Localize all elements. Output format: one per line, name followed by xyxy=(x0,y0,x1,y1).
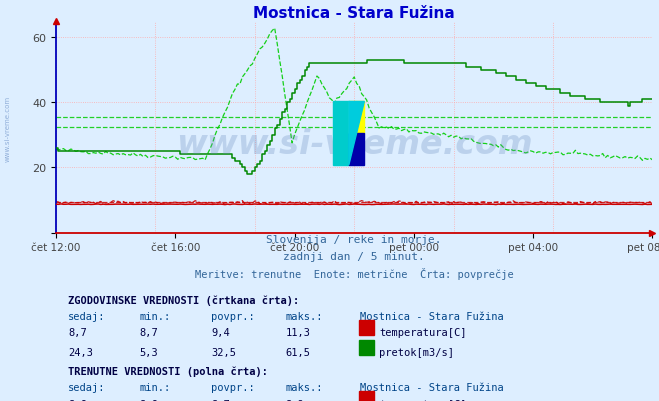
Text: sedaj:: sedaj: xyxy=(68,311,105,321)
Polygon shape xyxy=(349,102,364,166)
Text: www.si-vreme.com: www.si-vreme.com xyxy=(5,95,11,161)
Text: maks.:: maks.: xyxy=(285,311,323,321)
Text: 8,7: 8,7 xyxy=(211,399,230,401)
Text: 8,6: 8,6 xyxy=(68,399,87,401)
Bar xyxy=(349,102,364,134)
Bar xyxy=(333,102,349,166)
Text: 11,3: 11,3 xyxy=(285,328,310,338)
Text: min.:: min.: xyxy=(140,311,171,321)
Text: 9,4: 9,4 xyxy=(211,328,230,338)
Text: Slovenija / reke in morje.: Slovenija / reke in morje. xyxy=(266,235,442,245)
Text: Mostnica - Stara Fužina: Mostnica - Stara Fužina xyxy=(360,383,504,392)
Bar xyxy=(359,320,374,335)
Text: ZGODOVINSKE VREDNOSTI (črtkana črta):: ZGODOVINSKE VREDNOSTI (črtkana črta): xyxy=(68,294,299,305)
Text: 8,9: 8,9 xyxy=(285,399,304,401)
Text: 8,6: 8,6 xyxy=(140,399,158,401)
Text: pretok[m3/s]: pretok[m3/s] xyxy=(380,348,454,358)
Text: zadnji dan / 5 minut.: zadnji dan / 5 minut. xyxy=(283,251,425,261)
Text: maks.:: maks.: xyxy=(285,383,323,392)
Text: 32,5: 32,5 xyxy=(211,348,236,358)
Title: Mostnica - Stara Fužina: Mostnica - Stara Fužina xyxy=(253,6,455,21)
Text: 5,3: 5,3 xyxy=(140,348,158,358)
Text: povpr.:: povpr.: xyxy=(211,383,255,392)
Text: Mostnica - Stara Fužina: Mostnica - Stara Fužina xyxy=(360,311,504,321)
Text: min.:: min.: xyxy=(140,383,171,392)
Text: temperatura[C]: temperatura[C] xyxy=(380,328,467,338)
Bar xyxy=(359,391,374,401)
Bar xyxy=(359,340,374,355)
Text: 8,7: 8,7 xyxy=(68,328,87,338)
Text: 8,7: 8,7 xyxy=(140,328,158,338)
Text: TRENUTNE VREDNOSTI (polna črta):: TRENUTNE VREDNOSTI (polna črta): xyxy=(68,366,268,376)
Text: sedaj:: sedaj: xyxy=(68,383,105,392)
Text: povpr.:: povpr.: xyxy=(211,311,255,321)
Bar xyxy=(349,134,364,166)
Text: temperatura[C]: temperatura[C] xyxy=(380,399,467,401)
Text: 61,5: 61,5 xyxy=(285,348,310,358)
Text: www.si-vreme.com: www.si-vreme.com xyxy=(176,128,532,161)
Text: Meritve: trenutne  Enote: metrične  Črta: povprečje: Meritve: trenutne Enote: metrične Črta: … xyxy=(195,268,513,280)
Text: 24,3: 24,3 xyxy=(68,348,93,358)
